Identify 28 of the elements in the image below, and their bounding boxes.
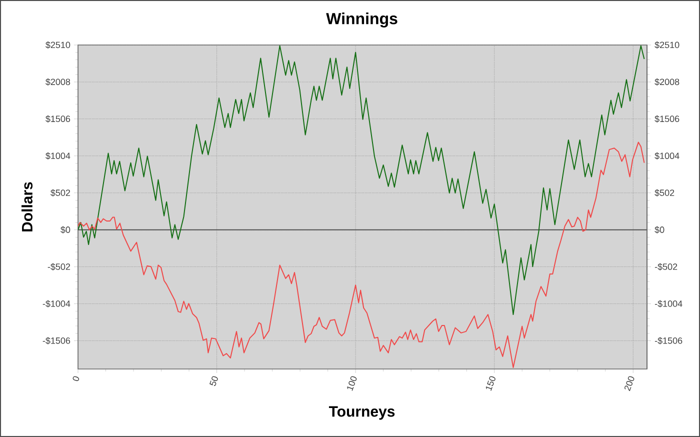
y2-tick-label: $0 xyxy=(654,226,664,234)
x-axis-title: Tourneys xyxy=(328,406,395,420)
y2-tick-label: -$1506 xyxy=(654,337,682,344)
x-tick-label: 200 xyxy=(624,376,634,392)
x-tick-label: 50 xyxy=(209,376,218,386)
x-tick-label: 0 xyxy=(72,376,80,382)
chart-title: Winnings xyxy=(326,12,398,28)
y2-tick-label: $1506 xyxy=(654,115,680,123)
y2-tick-label: $502 xyxy=(654,189,674,197)
y-tick-label: $0 xyxy=(60,226,70,234)
y-tick-label: $2008 xyxy=(46,78,70,86)
x-tick-label: 150 xyxy=(486,376,496,391)
y2-tick-label: -$1004 xyxy=(654,300,682,308)
y-tick-label: -$1004 xyxy=(42,300,70,308)
y-tick-label: $1506 xyxy=(46,115,70,123)
y-tick-label: -$502 xyxy=(48,263,70,270)
line-series xyxy=(78,142,645,368)
y2-tick-label: $2008 xyxy=(654,78,680,86)
y-tick-label: -$1506 xyxy=(42,337,70,344)
y2-tick-label: $2510 xyxy=(654,41,680,49)
y-tick-label: $502 xyxy=(50,189,70,197)
x-tick-label: 100 xyxy=(347,376,357,391)
y-tick-label: $1004 xyxy=(46,152,70,160)
line-series xyxy=(78,45,645,316)
y-axis-title: Dollars xyxy=(21,182,33,232)
y-tick-label: $2510 xyxy=(46,41,70,49)
y2-tick-label: -$502 xyxy=(654,263,678,270)
y2-tick-label: $1004 xyxy=(654,152,680,160)
